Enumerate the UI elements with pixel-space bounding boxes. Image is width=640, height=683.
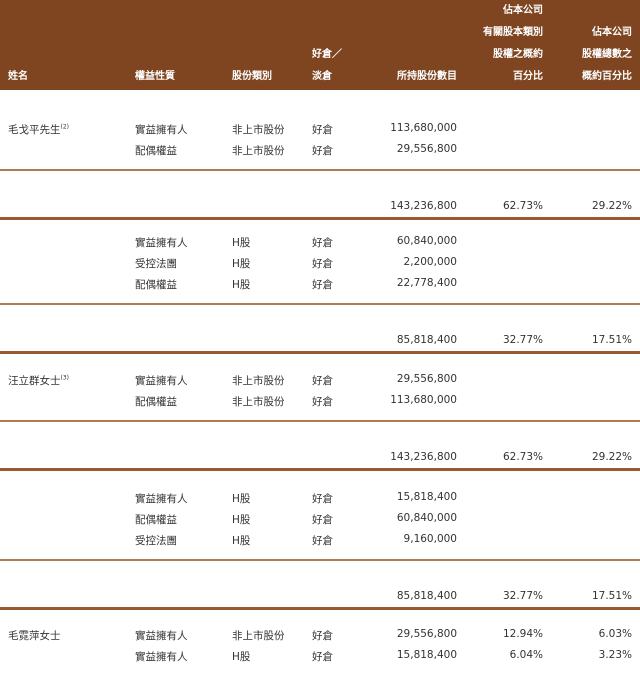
table-cell: 6.03%: [598, 628, 632, 640]
header-pct-class: 股權之概約: [493, 49, 543, 60]
table-cell: 15,818,400: [396, 491, 457, 503]
header-pct-total: 概約百分比: [582, 71, 632, 82]
total-cell: 85,818,400: [396, 334, 457, 346]
table-cell: 60,840,000: [396, 235, 457, 247]
table-cell: 非上市股份: [232, 375, 285, 387]
table-cell: 好倉: [312, 493, 333, 505]
header-position: 好倉／: [312, 49, 342, 60]
table-cell: H股: [232, 651, 251, 663]
divider: [0, 303, 640, 305]
header-pct-total: 佔本公司: [592, 27, 632, 38]
footnote-ref: (2): [60, 123, 70, 131]
table-cell: 受控法團: [135, 258, 177, 270]
shareholder-name: 毛戈平先生(2): [8, 123, 70, 137]
table-cell: 非上市股份: [232, 630, 285, 642]
total-cell: 143,236,800: [390, 200, 457, 212]
table-cell: 實益擁有人: [135, 124, 188, 136]
table-cell: 60,840,000: [396, 512, 457, 524]
table-cell: 9,160,000: [403, 533, 457, 545]
table-cell: 15,818,400: [396, 649, 457, 661]
divider: [0, 217, 640, 220]
table-cell: 非上市股份: [232, 145, 285, 157]
table-cell: 好倉: [312, 258, 333, 270]
table-cell: 非上市股份: [232, 124, 285, 136]
table-cell: 3.23%: [598, 649, 632, 661]
table-cell: 好倉: [312, 279, 333, 291]
total-cell: 62.73%: [502, 200, 543, 212]
total-cell: 32.77%: [502, 590, 543, 602]
table-cell: 好倉: [312, 237, 333, 249]
table-cell: 29,556,800: [396, 373, 457, 385]
table-cell: 實益擁有人: [135, 237, 188, 249]
table-cell: 29,556,800: [396, 143, 457, 155]
table-cell: 好倉: [312, 514, 333, 526]
table-cell: 好倉: [312, 396, 333, 408]
table-cell: 配偶權益: [135, 279, 177, 291]
table-cell: 2,200,000: [403, 256, 457, 268]
table-cell: 好倉: [312, 375, 333, 387]
footnote-ref: (3): [60, 374, 70, 382]
total-cell: 62.73%: [502, 451, 543, 463]
divider: [0, 169, 640, 171]
table-cell: 好倉: [312, 145, 333, 157]
table-cell: 好倉: [312, 535, 333, 547]
table-cell: 非上市股份: [232, 396, 285, 408]
divider: [0, 607, 640, 610]
table-cell: 實益擁有人: [135, 375, 188, 387]
table-cell: 配偶權益: [135, 145, 177, 157]
table-cell: 實益擁有人: [135, 493, 188, 505]
table-cell: 12.94%: [502, 628, 543, 640]
table-cell: 好倉: [312, 124, 333, 136]
table-cell: H股: [232, 514, 251, 526]
header-pct-class: 佔本公司: [503, 5, 543, 16]
table-cell: 實益擁有人: [135, 630, 188, 642]
table-cell: H股: [232, 535, 251, 547]
shareholder-name: 汪立群女士(3): [8, 374, 70, 388]
total-cell: 32.77%: [502, 334, 543, 346]
total-cell: 17.51%: [591, 590, 632, 602]
table-cell: H股: [232, 237, 251, 249]
table-cell: 113,680,000: [390, 122, 457, 134]
header-position: 淡倉: [312, 71, 332, 82]
header-shares: 所持股份數目: [397, 71, 457, 82]
table-cell: 6.04%: [509, 649, 543, 661]
table-header: 姓名 權益性質 股份類別 好倉／ 淡倉 所持股份數目 佔本公司 有關股本類別 股權之概約 百分比佔…: [0, 0, 640, 90]
table-cell: 好倉: [312, 651, 333, 663]
total-cell: 17.51%: [591, 334, 632, 346]
table-cell: 配偶權益: [135, 514, 177, 526]
table-cell: 配偶權益: [135, 396, 177, 408]
total-cell: 29.22%: [591, 200, 632, 212]
table-cell: H股: [232, 258, 251, 270]
header-pct-total: 股權總數之: [582, 49, 632, 60]
total-cell: 143,236,800: [390, 451, 457, 463]
total-cell: 85,818,400: [396, 590, 457, 602]
table-cell: 受控法團: [135, 535, 177, 547]
table-cell: 實益擁有人: [135, 651, 188, 663]
header-pct-class: 有關股本類別: [483, 27, 543, 38]
table-cell: 29,556,800: [396, 628, 457, 640]
header-class: 股份類別: [232, 71, 272, 82]
divider: [0, 559, 640, 561]
table-cell: 113,680,000: [390, 394, 457, 406]
table-cell: H股: [232, 279, 251, 291]
header-interest: 權益性質: [135, 71, 175, 82]
divider: [0, 468, 640, 471]
total-cell: 29.22%: [591, 451, 632, 463]
table-cell: 22,778,400: [396, 277, 457, 289]
divider: [0, 420, 640, 422]
header-name: 姓名: [8, 71, 28, 82]
header-pct-class: 百分比: [513, 71, 543, 82]
table-cell: 好倉: [312, 630, 333, 642]
divider: [0, 351, 640, 354]
table-cell: H股: [232, 493, 251, 505]
shareholder-name: 毛霓萍女士: [8, 630, 61, 642]
